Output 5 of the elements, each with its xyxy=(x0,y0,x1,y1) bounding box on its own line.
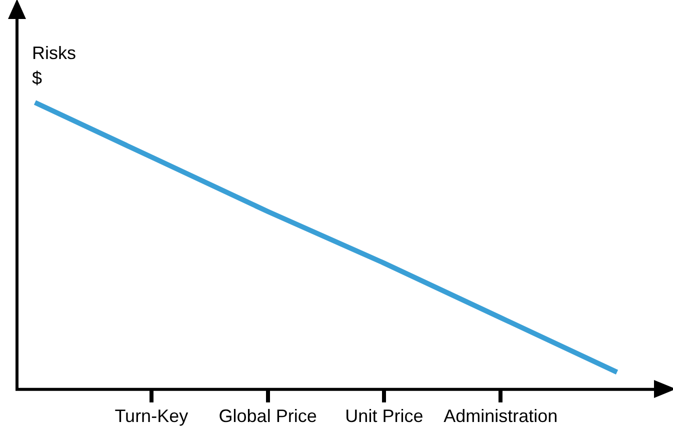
y-axis-title: Risks $ xyxy=(32,43,76,88)
x-tick-label: Global Price xyxy=(218,406,317,426)
x-tick-label: Turn-Key xyxy=(114,406,188,426)
x-tick-label: Administration xyxy=(444,406,558,426)
x-tick-label: Unit Price xyxy=(345,406,424,426)
